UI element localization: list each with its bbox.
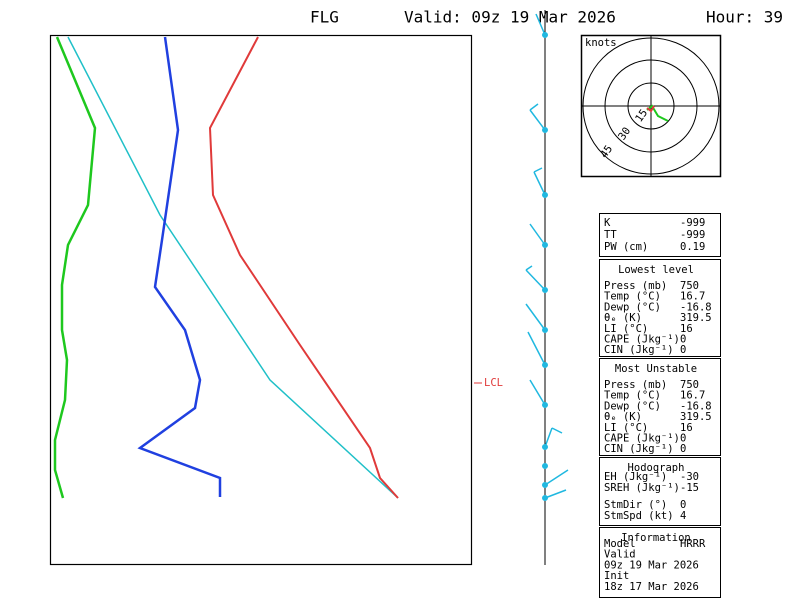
info-value: -999	[680, 217, 705, 229]
info-value: 16	[680, 422, 693, 434]
info-value: 16	[680, 323, 693, 335]
hodograph: knots 15 30 45	[580, 34, 722, 178]
section-title: Lowest level	[618, 264, 694, 276]
info-label: 09z 19 Mar 2026	[604, 559, 699, 571]
info-value: -16.8	[680, 400, 712, 412]
info-value: 0.19	[680, 241, 705, 253]
info-value: 16.7	[680, 390, 705, 402]
info-box	[599, 259, 721, 357]
wind-barbs	[525, 10, 569, 565]
info-value: -15	[680, 482, 699, 494]
info-box	[599, 457, 721, 526]
info-label: Init	[604, 570, 629, 582]
info-label: LI (°C)	[604, 323, 648, 335]
info-label: PW (cm)	[604, 241, 648, 253]
info-label: Dewp (°C)	[604, 400, 661, 412]
ring-label: 30	[616, 125, 633, 142]
info-label: EH (Jkg⁻¹)	[604, 471, 667, 483]
temperature-profile	[208, 36, 399, 499]
hodograph-units: knots	[585, 37, 617, 49]
info-label: CAPE (Jkg⁻¹)	[604, 334, 680, 346]
info-label: StmDir (°)	[604, 499, 667, 511]
info-value: 0	[680, 443, 686, 455]
info-label: LI (°C)	[604, 422, 648, 434]
info-label: θₑ (K)	[604, 411, 642, 423]
info-label: Temp (°C)	[604, 390, 661, 402]
info-value: HRRR	[680, 538, 706, 550]
green-profile	[53, 36, 97, 499]
info-label: Dewp (°C)	[604, 301, 661, 313]
lcl-label: LCL	[484, 377, 503, 389]
info-label: TT	[604, 229, 617, 241]
info-label: K	[604, 217, 611, 229]
info-box	[599, 358, 721, 456]
section-title: Hodograph	[628, 462, 685, 474]
ring-label: 15	[633, 107, 650, 124]
info-label: Temp (°C)	[604, 291, 661, 303]
info-value: 0	[680, 334, 686, 346]
info-value: 0	[680, 433, 686, 445]
info-label: SREH (Jkg⁻¹)	[604, 482, 680, 494]
info-label: Model	[604, 538, 636, 550]
parcel-path	[67, 36, 399, 499]
info-label: CIN (Jkg⁻¹)	[604, 344, 674, 356]
info-label: Valid	[604, 549, 636, 561]
info-value: -999	[680, 229, 705, 241]
section-title: Most Unstable	[615, 363, 697, 375]
info-value: 750	[680, 280, 699, 292]
info-label: StmSpd (kt)	[604, 510, 674, 522]
valid-time: Valid: 09z 19 Mar 2026	[404, 8, 616, 27]
info-label: 18z 17 Mar 2026	[604, 581, 699, 593]
info-label: CIN (Jkg⁻¹)	[604, 443, 674, 455]
info-box	[599, 527, 721, 598]
info-panel: K -999 TT -999 PW (cm) 0.19 Lowest level Press …	[599, 213, 721, 598]
info-value: 0	[680, 499, 686, 511]
ring-label: 45	[598, 143, 615, 160]
info-value: 319.5	[680, 312, 712, 324]
info-value: -30	[680, 471, 699, 483]
section-title: Information	[621, 532, 691, 544]
dewpoint-profile	[137, 36, 222, 497]
info-value: 4	[680, 510, 686, 522]
info-label: Press (mb)	[604, 280, 667, 292]
info-value: 319.5	[680, 411, 712, 423]
info-box	[599, 213, 721, 257]
station: FLG	[310, 8, 339, 27]
info-value: 750	[680, 379, 699, 391]
info-label: CAPE (Jkg⁻¹)	[604, 433, 680, 445]
info-value: 16.7	[680, 291, 705, 303]
forecast-hour: Hour: 39	[706, 8, 783, 27]
info-value: -16.8	[680, 301, 712, 313]
info-label: θₑ (K)	[604, 312, 642, 324]
skewt-frame	[49, 34, 473, 566]
info-value: 0	[680, 344, 686, 356]
info-label: Press (mb)	[604, 379, 667, 391]
